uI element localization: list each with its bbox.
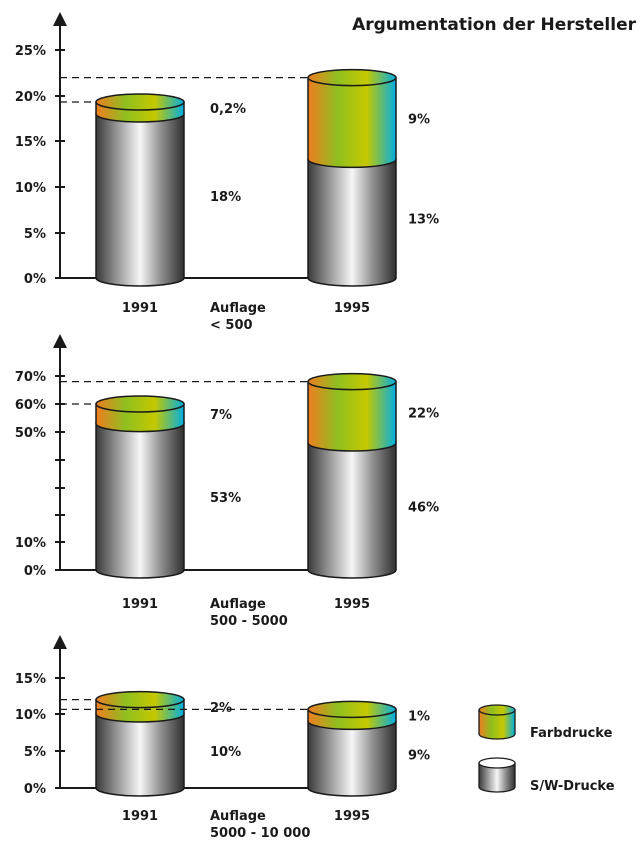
y-axis-arrow [53,12,67,26]
bar-bw-1991 [95,713,185,797]
legend-item-color: Farbdrucke [478,704,613,741]
y-tick-label: 0% [24,564,46,579]
y-tick-label: 5% [24,745,46,760]
y-tick-label: 10% [15,181,46,196]
x-tick-label: 1995 [334,301,370,316]
data-label-bw: 18% [210,190,241,205]
chart-panel-2: 0% 10% 50% 60% 70% 7% 53% 1991 22% 46% 1995 Auflage… [15,334,439,629]
y-tick-label: 5% [24,227,46,242]
y-tick-label: 70% [15,370,46,385]
x-tick-label: 1991 [122,597,158,612]
chart-panel-3: 0% 5% 10% 15% 2% 10% 1991 1% 9% 1995 Auflage 5000 -… [15,635,430,841]
data-label-bw: 9% [408,749,430,764]
bar-color-1995 [307,700,397,731]
y-tick-label: 60% [15,398,46,413]
y-tick-label: 25% [15,44,46,59]
bar-bw-1991 [95,113,185,287]
bar-color-1991 [95,395,185,433]
bar-color-1991 [95,93,185,123]
y-tick-label: 50% [15,426,46,441]
y-axis-arrow [53,334,67,348]
legend-label: S/W-Drucke [530,779,615,794]
data-label-bw: 46% [408,501,439,516]
bar-color-1991 [95,690,185,723]
data-label-bw: 53% [210,491,241,506]
y-tick-label: 10% [15,536,46,551]
bar-bw-1995 [307,158,397,287]
y-axis-arrow [53,635,67,649]
bar-bw-1995 [307,720,397,797]
data-label-color: 9% [408,113,430,128]
chart-title: Argumentation der Hersteller [352,15,637,35]
bar-color-1995 [307,68,397,169]
data-label-color: 22% [408,406,439,421]
group-label: 5000 - 10 000 [210,826,310,841]
x-tick-label: 1991 [122,301,158,316]
y-tick-label: 15% [15,135,46,150]
bar-color-1995 [307,372,397,452]
y-tick-label: 15% [15,672,46,687]
data-label-color: 0,2% [210,102,246,117]
data-label-bw: 10% [210,745,241,760]
legend-item-bw: S/W-Drucke [478,757,615,794]
legend: Farbdrucke S/W-Drucke [478,704,615,794]
chart-panel-1: 0% 5% 10% 15% 20% 25% 0,2% 18% 1991 9% 13% 1995 Aufl… [15,12,439,333]
bar-bw-1991 [95,422,185,579]
y-tick-label: 20% [15,90,46,105]
group-label: 500 - 5000 [210,614,288,629]
group-label: < 500 [210,318,253,333]
y-tick-label: 0% [24,782,46,797]
group-label: Auflage [210,597,266,612]
data-label-color: 7% [210,408,232,423]
x-tick-label: 1995 [334,809,370,824]
bar-bw-1995 [307,442,397,579]
group-label: Auflage [210,809,266,824]
data-label-color: 2% [210,701,232,716]
x-tick-label: 1995 [334,597,370,612]
y-tick-label: 0% [24,272,46,287]
data-label-bw: 13% [408,213,439,228]
legend-label: Farbdrucke [530,726,613,741]
x-tick-label: 1991 [122,809,158,824]
group-label: Auflage [210,301,266,316]
y-tick-label: 10% [15,708,46,723]
data-label-color: 1% [408,709,430,724]
